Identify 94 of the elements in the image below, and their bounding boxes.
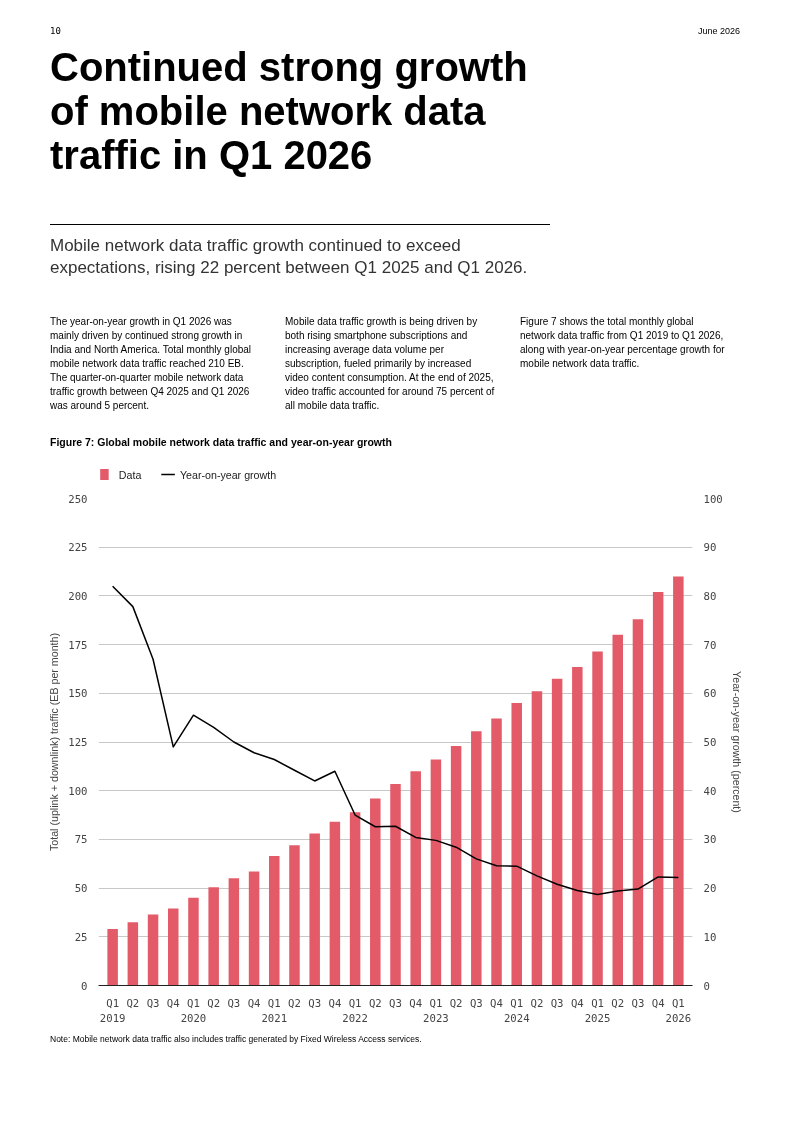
- text: Mobile data traffic growth is being driven by both rising smartphone subscriptions and increasing average data volume per subscription, fueled primarily by increased video content consumption. At the end of 2025, video traffic accounted for around 75 percent of all mobile data traffic.: [285, 315, 495, 413]
- x-tick-label: Q1 2025: [584, 996, 611, 1026]
- bar: [430, 759, 442, 986]
- bar: [228, 878, 240, 986]
- bar: [410, 771, 421, 986]
- x-tick-label: Q3: [227, 996, 241, 1010]
- line-series: [111, 585, 680, 896]
- bar: [673, 576, 684, 986]
- text: 10: [50, 25, 61, 38]
- x-tick-label: Q4: [328, 996, 342, 1010]
- x-tick-label: Q4: [570, 996, 584, 1010]
- x-tick-label: Q1 2020: [180, 996, 207, 1026]
- x-tick-label: Q1 2021: [261, 996, 288, 1026]
- x-tick-label: Q4: [166, 996, 180, 1010]
- x-tick-label: Q1 2026: [665, 996, 692, 1026]
- bar: [572, 667, 583, 986]
- bar: [147, 914, 159, 986]
- bar: [127, 922, 139, 986]
- legend-label: Data: [118, 468, 142, 481]
- bar: [107, 929, 118, 986]
- bar: [188, 897, 199, 986]
- bar: [471, 731, 482, 986]
- y2-tick-label: 20: [703, 882, 717, 896]
- caption: Figure 7: Global mobile network data traffic and year-on-year growth: [50, 435, 392, 450]
- x-tick-label: Q2: [449, 996, 463, 1010]
- x-tick-label: Q4: [490, 996, 503, 1010]
- x-tick-label: Q3: [389, 996, 402, 1010]
- chart-title: Continued strong growth of mobile network data traffic in Q1 2026: [50, 45, 529, 177]
- y-tick-label: 100: [68, 784, 88, 798]
- y2-tick-label: 100: [703, 492, 723, 506]
- y-tick-label: 50: [74, 882, 88, 896]
- text: June 2026: [697, 25, 740, 38]
- bar: [248, 871, 260, 986]
- y2-tick-label: 90: [703, 541, 717, 555]
- x-tick-label: Q3: [631, 996, 645, 1010]
- x-tick-label: Q2: [611, 996, 625, 1010]
- bar: [612, 634, 623, 986]
- y-tick-label: 200: [68, 589, 88, 603]
- bar: [349, 812, 361, 986]
- y2-tick-label: 40: [703, 784, 717, 798]
- y2-tick-label: 50: [703, 736, 717, 749]
- x-tick-label: Q4: [651, 996, 665, 1010]
- bar: [329, 821, 341, 986]
- x-tick-label: Q3: [469, 996, 483, 1010]
- x-tick-label: Q4: [247, 996, 261, 1010]
- y2-axis-title: Year-on-year growth (percent): [730, 671, 743, 813]
- y2-tick-label: 0: [703, 979, 710, 993]
- bar: [531, 691, 543, 986]
- y-tick-label: 25: [74, 930, 88, 944]
- x-tick-label: Q1 2022: [342, 996, 368, 1026]
- x-tick-label: Q3: [550, 996, 564, 1010]
- legend-label: Year-on-year growth: [179, 468, 277, 481]
- x-tick-label: Q2: [207, 996, 221, 1010]
- x-tick-label: Q4: [409, 996, 423, 1010]
- bar: [269, 855, 280, 986]
- bar: [168, 908, 179, 986]
- y-axis-title: Total (uplink + downlink) traffic (EB per month): [48, 632, 61, 852]
- y2-tick-label: 60: [703, 687, 717, 701]
- y-tick-label: 225: [68, 541, 88, 555]
- x-tick-label: Q2: [288, 996, 301, 1010]
- bar: [592, 651, 603, 986]
- y2-tick-label: 70: [703, 638, 717, 652]
- y-tick-label: 125: [68, 736, 88, 749]
- y2-tick-label: 10: [703, 930, 717, 944]
- x-tick-label: Q3: [146, 996, 160, 1010]
- y-tick-label: 0: [81, 979, 88, 993]
- bar: [309, 833, 320, 986]
- text: The year-on-year growth in Q1 2026 was mainly driven by continued strong growth in India and North America. Total monthly global mobile network data traffic reached 210 EB. The quarter-on-quarter mobile network data traffic growth between Q4 2025 and Q1 2026 was around 5 percent.: [50, 315, 253, 413]
- x-tick-label: Q3: [308, 996, 322, 1010]
- bar: [511, 703, 522, 986]
- bar: [551, 678, 563, 986]
- x-tick-label: Q2: [126, 996, 140, 1010]
- y-tick-label: 75: [74, 833, 88, 847]
- x-tick-label: Q2: [368, 996, 382, 1010]
- x-tick-label: Q1 2023: [423, 996, 449, 1026]
- bar: [208, 887, 219, 986]
- x-tick-label: Q2: [530, 996, 544, 1010]
- x-tick-label: Q1 2024: [503, 996, 530, 1026]
- x-tick-label: Q1 2019: [99, 996, 126, 1026]
- bar: [632, 619, 644, 986]
- text: Note: Mobile network data traffic also includes traffic generated by Fixed Wireless Access services.: [50, 1033, 422, 1046]
- y-tick-label: 175: [68, 638, 88, 652]
- bar: [450, 745, 462, 986]
- bar: [652, 592, 664, 986]
- chart-subtitle: Mobile network data traffic growth continued to exceed expectations, rising 22 percent between Q1 2025 and Q1 2026.: [50, 235, 529, 280]
- caption: Figure 7 shows the total monthly global network data traffic from Q1 2019 to Q1 2026, along with year-on-year percentage growth for mobile network data traffic.: [520, 315, 726, 371]
- y-tick-label: 250: [68, 492, 88, 506]
- bar: [390, 783, 401, 986]
- y-tick-label: 150: [68, 687, 88, 701]
- bar: [289, 845, 300, 986]
- y2-tick-label: 30: [703, 833, 717, 847]
- bar: [370, 798, 381, 986]
- bar: [491, 718, 502, 986]
- y2-tick-label: 80: [703, 589, 717, 603]
